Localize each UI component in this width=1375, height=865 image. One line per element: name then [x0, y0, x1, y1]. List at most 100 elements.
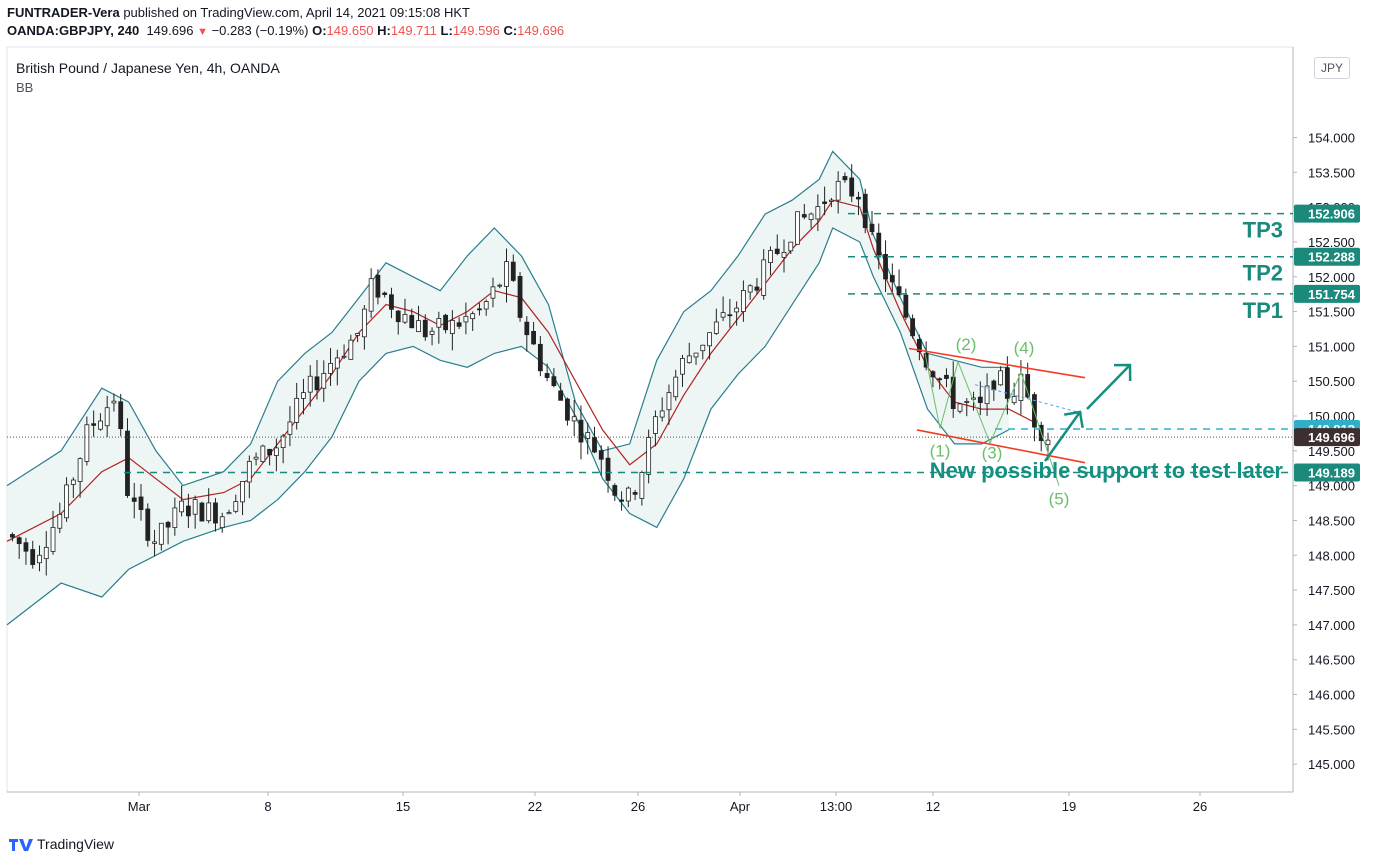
candle-down	[849, 177, 855, 197]
candle-up	[233, 501, 239, 512]
candle-up	[260, 445, 266, 463]
candle-up	[1018, 373, 1024, 401]
candle-down	[977, 396, 983, 403]
price-tag	[1294, 247, 1360, 266]
candle-up	[368, 278, 374, 312]
candle-down	[856, 196, 861, 200]
arrow-up-upper-head	[1113, 363, 1132, 382]
price-tag-label: 151.754	[1308, 287, 1356, 302]
candle-up	[646, 437, 652, 475]
candle-up	[693, 352, 699, 358]
candle-up	[37, 554, 42, 564]
candle-down	[592, 437, 597, 453]
y-tick-label: 154.000	[1308, 131, 1355, 146]
arrow-up-lower-head	[1064, 410, 1084, 428]
candle-up	[253, 456, 259, 460]
legend-title[interactable]: British Pound / Japanese Yen, 4h, OANDA	[16, 60, 280, 76]
candle-up	[226, 512, 232, 515]
projection-line	[974, 384, 1086, 415]
chart-header: FUNTRADER-Vera published on TradingView.…	[7, 4, 564, 41]
candle-down	[551, 376, 557, 387]
open-label: O:	[312, 23, 327, 38]
wave-path	[924, 353, 1060, 486]
candle-down	[30, 549, 36, 565]
candle-down	[524, 321, 530, 336]
candle-up	[111, 400, 117, 404]
candle-up	[50, 526, 56, 552]
candle-up	[828, 199, 834, 202]
candle-down	[138, 496, 144, 510]
candle-down	[165, 521, 171, 528]
published-text: published on TradingView.com, April 14, …	[123, 5, 470, 20]
channel-lower-line	[916, 429, 1086, 464]
candle-up	[179, 500, 185, 513]
candle-down	[774, 248, 780, 254]
candle-up	[287, 421, 293, 435]
currency-button[interactable]: JPY	[1314, 57, 1350, 79]
candle-down	[619, 499, 624, 502]
price-tag-label: 152.288	[1308, 250, 1355, 265]
candlesticks	[10, 164, 1051, 576]
candle-up	[734, 307, 740, 313]
candle-up	[964, 401, 970, 403]
candle-down	[991, 380, 997, 391]
candle-down	[944, 374, 949, 379]
candle-down	[578, 419, 584, 443]
candle-up	[64, 484, 69, 519]
candle-up	[984, 385, 990, 405]
candle-up	[571, 416, 577, 422]
candle-up	[416, 320, 421, 333]
wave-label: (5)	[1049, 489, 1070, 508]
candle-down	[930, 371, 936, 378]
candle-down	[896, 286, 902, 296]
candle-down	[632, 492, 638, 495]
candle-down	[395, 310, 401, 323]
close-label: C:	[503, 23, 518, 38]
y-tick-label: 151.000	[1308, 339, 1355, 354]
candle-down	[443, 314, 448, 331]
candle-down	[605, 457, 611, 481]
last-price: 149.696	[146, 23, 194, 38]
drawings: TP3 TP2 TP1 (1) (2) (3) (4) (5) New possible sup…	[7, 212, 1293, 508]
candle-down	[267, 448, 273, 456]
legend-indicator[interactable]: BB	[16, 80, 34, 95]
low-label: L:	[440, 23, 453, 38]
candle-down	[314, 376, 320, 391]
x-tick-label: Apr	[730, 799, 751, 814]
x-tick-label: 26	[631, 799, 645, 814]
candle-down	[727, 314, 733, 317]
candle-up	[639, 472, 645, 499]
candle-up	[402, 314, 408, 323]
candle-down	[118, 401, 124, 430]
candle-down	[842, 176, 848, 181]
candle-down	[862, 193, 868, 229]
price-tag-label: 149.189	[1308, 465, 1355, 480]
symbol-label[interactable]: OANDA:GBPJPY, 240	[7, 23, 140, 38]
candle-down	[889, 275, 895, 283]
candle-down	[510, 261, 516, 281]
candle-down	[876, 232, 882, 256]
candle-down	[801, 214, 807, 218]
candle-down	[903, 294, 909, 318]
candle-up	[815, 206, 821, 220]
wave-label: (4)	[1014, 338, 1035, 357]
candle-up	[280, 435, 286, 449]
candle-up	[686, 355, 692, 363]
candle-up	[713, 321, 719, 334]
y-tick-label: 153.500	[1308, 165, 1355, 180]
open-value: 149.650	[326, 23, 374, 38]
candle-up	[152, 541, 157, 544]
candle-up	[172, 507, 178, 528]
y-tick-label: 145.000	[1308, 757, 1355, 772]
candle-down	[598, 450, 604, 460]
candle-up	[77, 458, 83, 482]
author-name[interactable]: FUNTRADER-Vera	[7, 5, 120, 20]
candle-up	[808, 213, 814, 221]
candle-down	[16, 537, 22, 545]
candle-down	[10, 534, 15, 538]
candle-up	[653, 416, 658, 434]
candle-up	[971, 397, 976, 400]
x-tick-label: 12	[926, 799, 940, 814]
y-tick-label: 148.000	[1308, 548, 1355, 563]
